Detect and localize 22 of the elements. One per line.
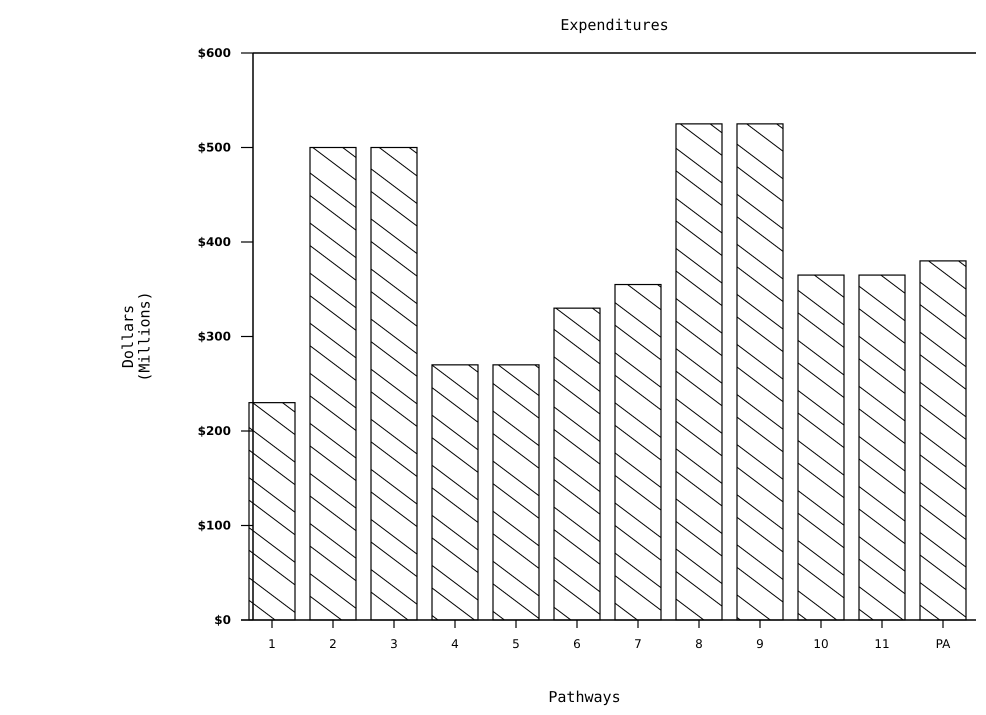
x-tick-label: 1 <box>268 637 276 651</box>
x-tick-label: 3 <box>390 637 398 651</box>
x-tick-label: 8 <box>695 637 703 651</box>
x-tick-label: 9 <box>756 637 764 651</box>
chart-title: Expenditures <box>560 16 669 34</box>
y-tick-label: $100 <box>198 518 231 533</box>
x-tick-label: 7 <box>634 637 642 651</box>
x-tick-label: 4 <box>451 637 459 651</box>
x-axis-title: Pathways <box>548 688 621 706</box>
y-tick-label: $300 <box>198 330 231 344</box>
x-tick-label: PA <box>936 637 952 651</box>
x-tick-label: 2 <box>329 637 337 651</box>
x-tick-label: 10 <box>813 637 829 651</box>
x-tick-label: 11 <box>874 637 890 651</box>
y-tick-label: $600 <box>198 46 231 60</box>
y-tick-label: $400 <box>198 235 231 250</box>
y-tick-label: $0 <box>214 613 231 628</box>
x-tick-label: 6 <box>573 637 581 651</box>
y-axis-title: Dollars (Millions) <box>119 291 154 382</box>
x-tick-label: 5 <box>512 637 520 651</box>
y-tick-label: $200 <box>198 424 231 438</box>
y-tick-label: $500 <box>198 140 231 155</box>
